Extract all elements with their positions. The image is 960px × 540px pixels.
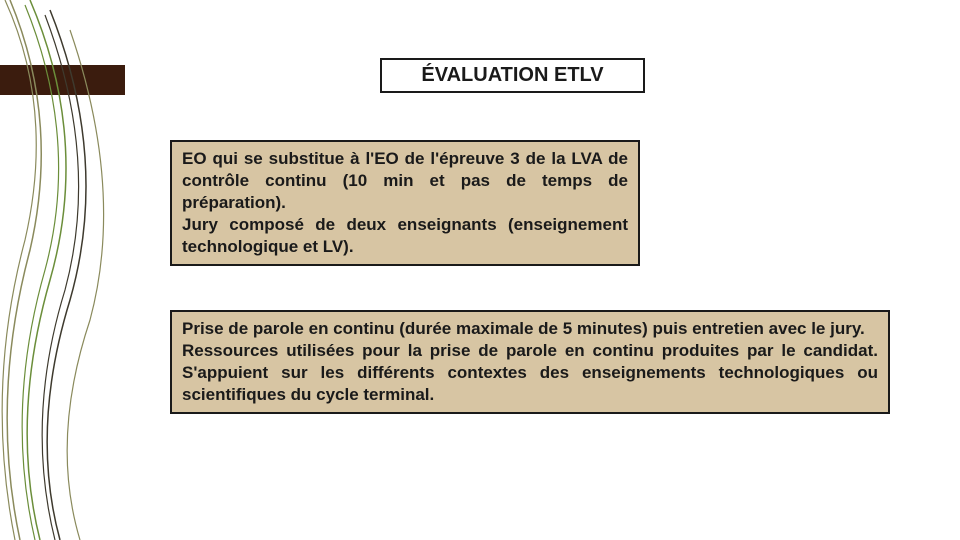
content-box-2: Prise de parole en continu (durée maxima… <box>170 310 890 414</box>
title-text: ÉVALUATION ETLV <box>421 64 603 86</box>
box1-text: EO qui se substitue à l'EO de l'épreuve … <box>182 149 628 256</box>
content-box-1: EO qui se substitue à l'EO de l'épreuve … <box>170 140 640 266</box>
box2-text: Prise de parole en continu (durée maxima… <box>182 319 878 404</box>
accent-bar <box>0 65 125 95</box>
title-box: ÉVALUATION ETLV <box>380 58 645 93</box>
